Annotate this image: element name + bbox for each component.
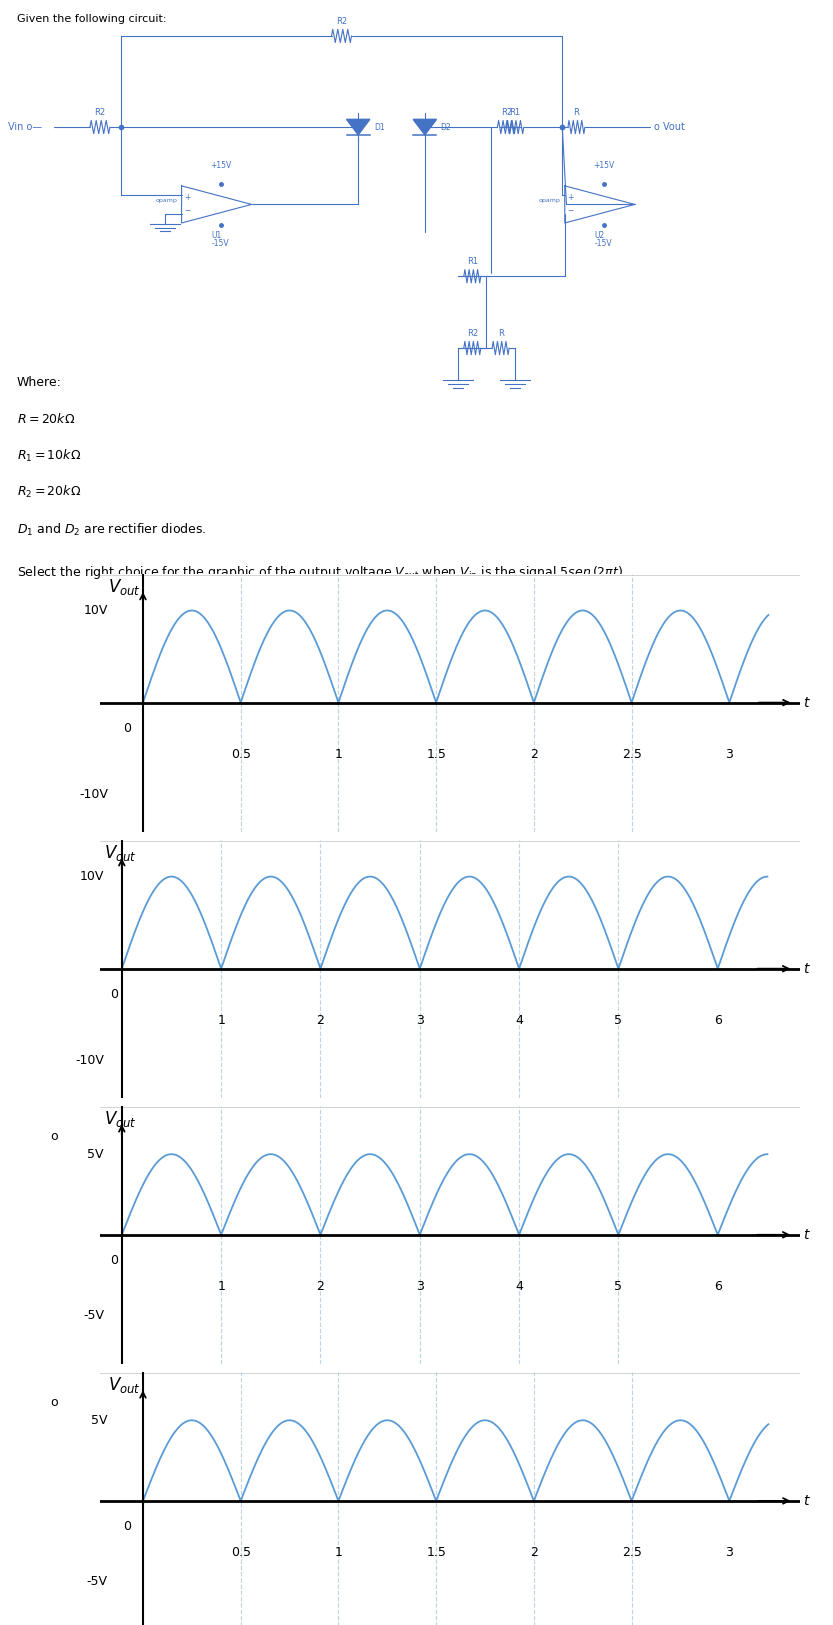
Text: 0: 0	[110, 1254, 117, 1268]
Text: 0: 0	[123, 722, 132, 734]
Text: −: −	[567, 206, 574, 216]
Text: +: +	[567, 193, 574, 202]
Text: +15V: +15V	[210, 161, 232, 171]
Text: 0.5: 0.5	[231, 1545, 251, 1558]
Text: U1: U1	[212, 231, 222, 240]
Text: $R = 20k\Omega$: $R = 20k\Omega$	[17, 411, 75, 426]
Text: -5V: -5V	[83, 1308, 104, 1321]
Text: U2: U2	[595, 231, 605, 240]
Text: -10V: -10V	[75, 1055, 104, 1068]
Text: −: −	[184, 206, 191, 216]
Text: 10V: 10V	[83, 604, 107, 618]
Text: 4: 4	[515, 1014, 523, 1027]
Text: 0: 0	[110, 988, 117, 1001]
Text: o: o	[50, 1131, 58, 1144]
Text: -5V: -5V	[87, 1575, 107, 1588]
Text: 1.5: 1.5	[426, 1545, 446, 1558]
Text: 5V: 5V	[92, 1414, 107, 1427]
Text: $V_{out}$: $V_{out}$	[104, 843, 137, 863]
Text: 3: 3	[726, 1545, 733, 1558]
Text: 2: 2	[530, 1545, 538, 1558]
Polygon shape	[413, 119, 436, 135]
Text: o Vout: o Vout	[654, 122, 685, 132]
Text: 2: 2	[530, 748, 538, 760]
Text: 3: 3	[416, 1014, 424, 1027]
Text: 6: 6	[714, 1014, 721, 1027]
Text: 0.5: 0.5	[231, 748, 251, 760]
Text: $t$: $t$	[803, 1493, 811, 1508]
Text: R2: R2	[336, 16, 347, 26]
Text: Vin o—: Vin o—	[7, 122, 42, 132]
Text: 5: 5	[615, 1014, 622, 1027]
Text: 1: 1	[335, 1545, 342, 1558]
Text: R2: R2	[501, 109, 512, 117]
Text: 1: 1	[335, 748, 342, 760]
Text: 2: 2	[317, 1014, 324, 1027]
Text: 6: 6	[714, 1280, 721, 1294]
Polygon shape	[347, 119, 370, 135]
Text: -10V: -10V	[79, 788, 107, 801]
Text: opamp: opamp	[539, 198, 561, 203]
Text: Select the right choice for the graphic of the output voltage $V_\mathrm{out}$ w: Select the right choice for the graphic …	[17, 564, 626, 580]
Text: 1.5: 1.5	[426, 748, 446, 760]
Text: 0: 0	[123, 1521, 132, 1534]
Text: o: o	[50, 1396, 58, 1409]
Text: 4: 4	[515, 1280, 523, 1294]
Text: 5V: 5V	[87, 1147, 104, 1160]
Text: 2.5: 2.5	[621, 748, 641, 760]
Text: 10V: 10V	[80, 869, 104, 882]
Text: 3: 3	[416, 1280, 424, 1294]
Text: $t$: $t$	[803, 696, 811, 710]
Text: 5: 5	[615, 1280, 622, 1294]
Text: R: R	[497, 330, 504, 338]
Text: $D_1$ and $D_2$ are rectifier diodes.: $D_1$ and $D_2$ are rectifier diodes.	[17, 522, 207, 538]
Text: -15V: -15V	[595, 239, 613, 247]
Text: Given the following circuit:: Given the following circuit:	[17, 13, 166, 24]
Text: R1: R1	[509, 109, 521, 117]
Text: $V_{out}$: $V_{out}$	[104, 1108, 137, 1129]
Text: 1: 1	[217, 1014, 225, 1027]
Text: 1: 1	[217, 1280, 225, 1294]
Text: D2: D2	[441, 122, 451, 132]
Text: D1: D1	[374, 122, 385, 132]
Text: R: R	[573, 109, 580, 117]
Text: $R_2 = 20k\Omega$: $R_2 = 20k\Omega$	[17, 484, 81, 499]
Text: $t$: $t$	[803, 1228, 811, 1242]
Text: $V_{out}$: $V_{out}$	[107, 577, 141, 596]
Text: opamp: opamp	[156, 198, 177, 203]
Text: +15V: +15V	[593, 161, 615, 171]
Text: +: +	[184, 193, 191, 202]
Text: 3: 3	[726, 748, 733, 760]
Text: R2: R2	[466, 330, 478, 338]
Text: $V_{out}$: $V_{out}$	[107, 1375, 141, 1396]
Text: R2: R2	[94, 109, 106, 117]
Text: Where:: Where:	[17, 375, 62, 388]
Text: $t$: $t$	[803, 962, 811, 975]
Text: 2.5: 2.5	[621, 1545, 641, 1558]
Text: -15V: -15V	[212, 239, 230, 247]
Text: 2: 2	[317, 1280, 324, 1294]
Text: R1: R1	[466, 257, 478, 266]
Text: $R_1 = 10k\Omega$: $R_1 = 10k\Omega$	[17, 447, 81, 463]
